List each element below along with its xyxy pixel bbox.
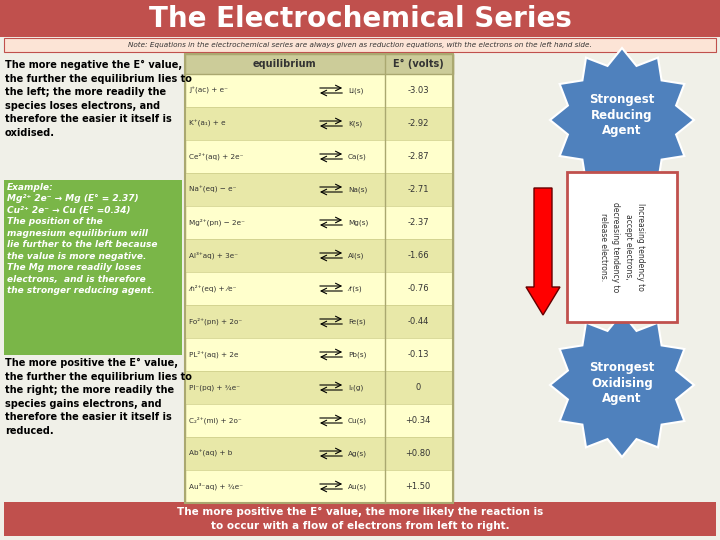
- Text: Ag(s): Ag(s): [348, 450, 367, 457]
- FancyBboxPatch shape: [185, 305, 453, 338]
- FancyBboxPatch shape: [185, 54, 453, 74]
- Text: Ca(s): Ca(s): [348, 153, 366, 160]
- Polygon shape: [550, 313, 694, 457]
- Text: equilibrium: equilibrium: [252, 59, 316, 69]
- Text: -0.13: -0.13: [408, 350, 429, 359]
- FancyBboxPatch shape: [0, 0, 720, 37]
- FancyBboxPatch shape: [185, 371, 453, 404]
- Text: PL²⁺(aq) + 2e: PL²⁺(aq) + 2e: [189, 351, 238, 358]
- Text: Mg(s): Mg(s): [348, 219, 369, 226]
- Text: ⁄r(s): ⁄r(s): [348, 285, 361, 292]
- Text: Li(s): Li(s): [348, 87, 364, 94]
- Polygon shape: [550, 48, 694, 192]
- Text: J⁺(ac) + e⁻: J⁺(ac) + e⁻: [189, 87, 228, 94]
- Text: -2.92: -2.92: [408, 119, 429, 128]
- Text: Pl⁻(pq) + ¾e⁻: Pl⁻(pq) + ¾e⁻: [189, 384, 240, 391]
- Text: +0.34: +0.34: [405, 416, 431, 425]
- Text: Pb(s): Pb(s): [348, 351, 366, 357]
- Text: Fo²⁺(pn) + 2o⁻: Fo²⁺(pn) + 2o⁻: [189, 318, 242, 325]
- Text: Increasing tendency to
accept electrons,
decreasing tendency to
release electron: Increasing tendency to accept electrons,…: [599, 202, 645, 292]
- Text: ⁄n²⁺(eq) + ⁄e⁻: ⁄n²⁺(eq) + ⁄e⁻: [189, 285, 236, 292]
- FancyBboxPatch shape: [185, 239, 453, 272]
- Text: C₂²⁺(mi) + 2o⁻: C₂²⁺(mi) + 2o⁻: [189, 417, 242, 424]
- Text: The Electrochemical Series: The Electrochemical Series: [148, 5, 572, 33]
- Text: Al³⁺aq) + 3e⁻: Al³⁺aq) + 3e⁻: [189, 252, 238, 259]
- Text: Al(s): Al(s): [348, 252, 364, 259]
- Text: +0.80: +0.80: [405, 449, 431, 458]
- FancyBboxPatch shape: [185, 54, 453, 503]
- Text: I₂(g): I₂(g): [348, 384, 364, 391]
- Text: Note: Equations in the electrochemical series are always given as reduction equa: Note: Equations in the electrochemical s…: [128, 42, 592, 48]
- Text: K(s): K(s): [348, 120, 362, 127]
- Text: Ce²⁺(aq) + 2e⁻: Ce²⁺(aq) + 2e⁻: [189, 153, 243, 160]
- Text: Strongest
Oxidising
Agent: Strongest Oxidising Agent: [589, 361, 654, 405]
- Text: Strongest
Reducing
Agent: Strongest Reducing Agent: [589, 93, 654, 137]
- FancyArrow shape: [526, 188, 560, 315]
- Text: The more positive the E° value,
the further the equilibrium lies to
the right; t: The more positive the E° value, the furt…: [5, 358, 192, 436]
- Text: Example:
Mg²⁺ 2e⁻ → Mg (E° = 2.37)
Cu²⁺ 2e⁻ → Cu (E° =0.34)
The position of the
: Example: Mg²⁺ 2e⁻ → Mg (E° = 2.37) Cu²⁺ …: [7, 183, 158, 295]
- Text: -2.37: -2.37: [408, 218, 429, 227]
- Text: +1.50: +1.50: [405, 482, 431, 491]
- FancyBboxPatch shape: [4, 38, 716, 52]
- Text: Cu(s): Cu(s): [348, 417, 367, 424]
- Text: Na⁺(eq) − e⁻: Na⁺(eq) − e⁻: [189, 186, 236, 193]
- Text: The more negative the E° value,
the further the equilibrium lies to
the left; th: The more negative the E° value, the furt…: [5, 60, 192, 138]
- Text: Au(s): Au(s): [348, 483, 367, 490]
- Text: 0: 0: [415, 383, 420, 392]
- FancyBboxPatch shape: [4, 502, 716, 536]
- Text: Na(s): Na(s): [348, 186, 367, 193]
- Text: Au³⁻aq) + ¾e⁻: Au³⁻aq) + ¾e⁻: [189, 483, 243, 490]
- Text: The more positive the E° value, the more likely the reaction is
to occur with a : The more positive the E° value, the more…: [177, 507, 543, 531]
- Text: -2.87: -2.87: [408, 152, 429, 161]
- FancyBboxPatch shape: [185, 107, 453, 140]
- Text: Ab⁺(aq) + b: Ab⁺(aq) + b: [189, 450, 233, 457]
- Text: K⁺(a₁) + e: K⁺(a₁) + e: [189, 120, 225, 127]
- FancyBboxPatch shape: [185, 173, 453, 206]
- FancyBboxPatch shape: [185, 437, 453, 470]
- Text: -0.44: -0.44: [408, 317, 429, 326]
- Text: Fe(s): Fe(s): [348, 318, 366, 325]
- Text: -3.03: -3.03: [408, 86, 429, 95]
- Text: -1.66: -1.66: [408, 251, 429, 260]
- FancyBboxPatch shape: [567, 172, 677, 322]
- FancyBboxPatch shape: [4, 180, 182, 355]
- Text: E° (volts): E° (volts): [393, 59, 444, 69]
- Text: -0.76: -0.76: [408, 284, 429, 293]
- Text: -2.71: -2.71: [408, 185, 429, 194]
- Text: Mg²⁺(pn) − 2e⁻: Mg²⁺(pn) − 2e⁻: [189, 219, 245, 226]
